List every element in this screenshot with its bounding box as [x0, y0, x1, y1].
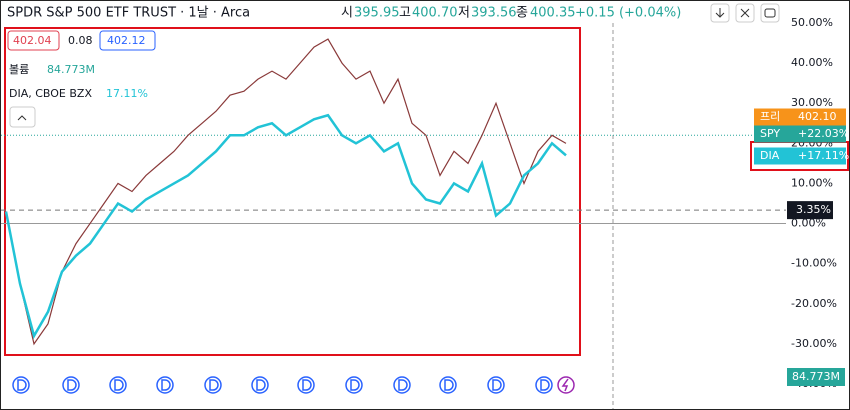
- title: SPDR S&P 500 ETF TRUST · 1날 · Arca: [7, 6, 250, 21]
- open: 395.95: [354, 6, 400, 21]
- badge-name: DIA: [760, 149, 780, 162]
- spread: 0.08: [68, 34, 93, 47]
- dividend-glyph: [540, 379, 550, 391]
- dividend-glyph: [114, 379, 124, 391]
- split-icon: [557, 376, 575, 394]
- high-label: 고: [399, 6, 411, 21]
- dividend-glyph: [302, 379, 312, 391]
- y-tick-label: 50.00%: [791, 16, 833, 29]
- y-tick-label: 10.00%: [791, 176, 833, 189]
- dividend-glyph: [444, 379, 454, 391]
- volume: 84.773M: [47, 63, 95, 76]
- low-label: 저: [458, 6, 470, 21]
- dividend-glyph: [398, 379, 408, 391]
- y-tick-label: 0.00%: [791, 217, 826, 230]
- badge: [754, 125, 846, 143]
- dividend-glyph: [67, 379, 77, 391]
- ask-box: [99, 30, 156, 51]
- button[interactable]: [760, 3, 780, 23]
- close-label: 종: [516, 6, 528, 21]
- marker-label: 3.35%: [796, 203, 831, 216]
- y-tick-label: 40.00%: [791, 56, 833, 69]
- volume-badge-bg: [787, 368, 845, 386]
- split-glyph: [561, 378, 569, 392]
- y-tick-label: 30.00%: [791, 96, 833, 109]
- marker-badge: [787, 201, 833, 220]
- badge-name: 프리: [760, 110, 780, 123]
- badge-label: +17.11%: [798, 149, 849, 162]
- badge-label: +22.03%: [798, 127, 849, 140]
- badge-name: SPY: [760, 127, 780, 140]
- icon: [17, 115, 27, 121]
- low: 393.56: [471, 6, 517, 21]
- y-tick-label: -10.00%: [791, 257, 837, 270]
- high: 400.70: [412, 6, 458, 21]
- open-label: 시: [341, 6, 353, 21]
- badge: [754, 147, 846, 165]
- y-tick-label: -20.00%: [791, 297, 837, 310]
- bid-box: [7, 30, 60, 51]
- icon: [764, 8, 776, 18]
- ohlc: 시 395.95 고 400.70 저 393.56 종 400.35 +0.1…: [341, 6, 681, 21]
- bid: 402.04: [13, 34, 52, 47]
- dividend-glyph: [17, 379, 27, 391]
- close: 400.35: [530, 6, 576, 21]
- dividend-glyph: [161, 379, 171, 391]
- dividend-glyph: [350, 379, 360, 391]
- volume-label: 볼륨: [9, 63, 29, 76]
- series-line: [5, 38, 567, 346]
- highlight: [4, 27, 581, 356]
- series-line: [4, 113, 567, 340]
- badge-label: 402.10: [798, 110, 837, 123]
- change: +0.15 (+0.04%): [575, 6, 681, 21]
- dividend-glyph: [256, 379, 266, 391]
- ask: 402.12: [107, 34, 146, 47]
- dividend-glyph: [209, 379, 219, 391]
- icon: [715, 8, 725, 18]
- dividend-glyph: [492, 379, 502, 391]
- volume-badge: 84.773M: [792, 370, 840, 383]
- icon: [740, 8, 750, 18]
- dividend-icons: [12, 376, 575, 394]
- compare: DIA, CBOE BZX: [9, 87, 92, 100]
- y-tick-label: -30.00%: [791, 337, 837, 350]
- compare-value: 17.11%: [106, 87, 148, 100]
- badge: [754, 108, 846, 126]
- toolbar[interactable]: [710, 3, 780, 23]
